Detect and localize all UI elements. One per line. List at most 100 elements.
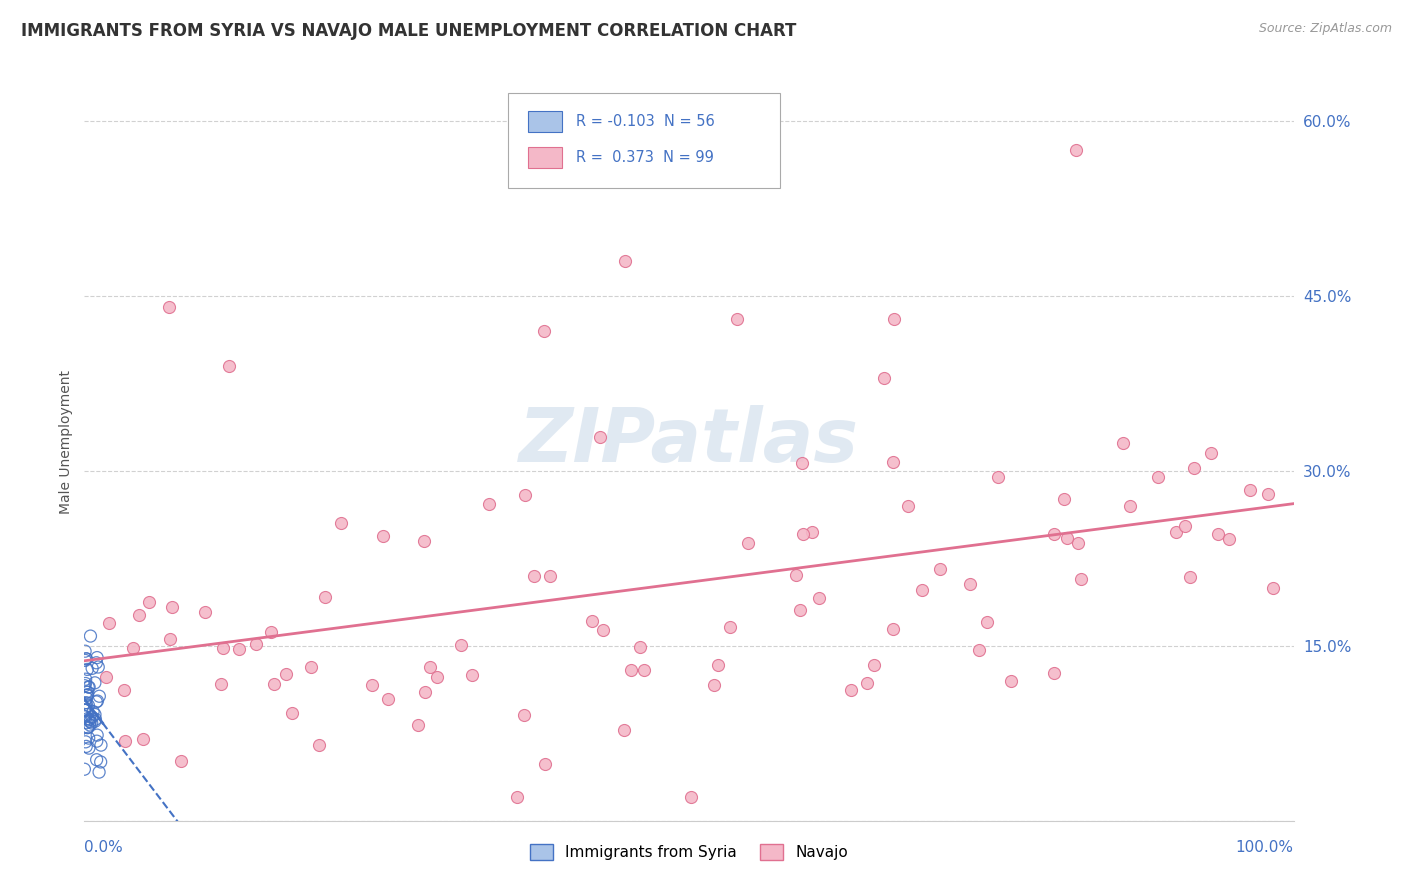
Point [77, 713, 100, 727]
Point [1053, 491, 1076, 506]
Point [76, 721, 98, 735]
Point [128, 607, 150, 622]
Point [73, 703, 96, 717]
Point [513, 707, 536, 722]
Point [976, 615, 998, 630]
Point [856, 676, 879, 690]
Point [419, 660, 441, 674]
Point [76, 689, 98, 703]
Point [84, 712, 107, 726]
Text: ZIPatlas: ZIPatlas [519, 405, 859, 478]
Point [75, 685, 97, 699]
Point [1042, 526, 1064, 541]
Point [132, 731, 155, 746]
Point [929, 562, 952, 576]
Point [263, 676, 285, 690]
Point [1112, 435, 1135, 450]
Point [505, 790, 527, 805]
Point [959, 577, 981, 591]
Point [86, 734, 108, 748]
Point [79, 718, 101, 732]
Point [882, 622, 904, 636]
Point [75, 735, 97, 749]
Point [800, 524, 823, 539]
Text: 100.0%: 100.0% [1236, 839, 1294, 855]
Point [299, 660, 322, 674]
Point [77, 731, 100, 745]
Point [77, 712, 100, 726]
Point [377, 692, 399, 706]
Point [581, 614, 603, 628]
Point [76, 703, 98, 717]
Point [897, 500, 920, 514]
Point [450, 638, 472, 652]
Point [83, 675, 105, 690]
Point [533, 324, 555, 338]
Point [194, 605, 217, 619]
Point [967, 642, 990, 657]
Point [86, 695, 108, 709]
Y-axis label: Male Unemployment: Male Unemployment [59, 369, 73, 514]
Point [90, 738, 112, 752]
Point [792, 527, 814, 541]
Point [76, 688, 98, 702]
Point [612, 723, 634, 737]
Point [839, 683, 862, 698]
Point [112, 683, 135, 698]
Point [863, 657, 886, 672]
Point [1164, 525, 1187, 540]
Point [114, 734, 136, 748]
Point [96, 670, 118, 684]
Point [86, 650, 108, 665]
Point [76, 707, 98, 722]
Point [121, 640, 143, 655]
Point [159, 632, 181, 646]
Point [412, 533, 434, 548]
Point [1239, 483, 1261, 497]
Point [75, 676, 97, 690]
Point [87, 660, 110, 674]
Point [75, 652, 97, 666]
Point [1206, 527, 1229, 541]
Point [86, 694, 108, 708]
Point [75, 653, 97, 667]
Point [209, 677, 232, 691]
Point [314, 590, 336, 604]
Point [98, 616, 121, 631]
Point [633, 663, 655, 677]
Text: R =  0.373  N = 99: R = 0.373 N = 99 [576, 150, 714, 165]
Point [138, 595, 160, 609]
Point [218, 359, 240, 373]
Point [413, 685, 436, 699]
Point [1146, 470, 1168, 484]
Point [703, 678, 725, 692]
Point [1178, 570, 1201, 584]
Point [80, 710, 103, 724]
Point [1000, 674, 1022, 689]
Point [792, 456, 814, 470]
Point [725, 312, 748, 326]
Point [361, 678, 384, 692]
Point [1261, 581, 1284, 595]
Point [87, 765, 110, 780]
Point [77, 698, 100, 713]
Point [160, 600, 183, 615]
Text: IMMIGRANTS FROM SYRIA VS NAVAJO MALE UNEMPLOYMENT CORRELATION CHART: IMMIGRANTS FROM SYRIA VS NAVAJO MALE UNE… [21, 22, 796, 40]
Point [75, 696, 97, 710]
Point [228, 642, 250, 657]
Point [75, 739, 97, 754]
Point [1199, 446, 1222, 460]
Point [1174, 519, 1197, 533]
Point [276, 666, 298, 681]
Point [212, 641, 235, 656]
Point [73, 679, 96, 693]
Point [75, 710, 97, 724]
Point [1056, 532, 1078, 546]
Point [681, 790, 703, 805]
Point [785, 567, 807, 582]
Point [718, 620, 741, 634]
Point [1064, 143, 1087, 157]
Point [82, 661, 104, 675]
Point [478, 497, 501, 511]
Point [76, 691, 98, 706]
